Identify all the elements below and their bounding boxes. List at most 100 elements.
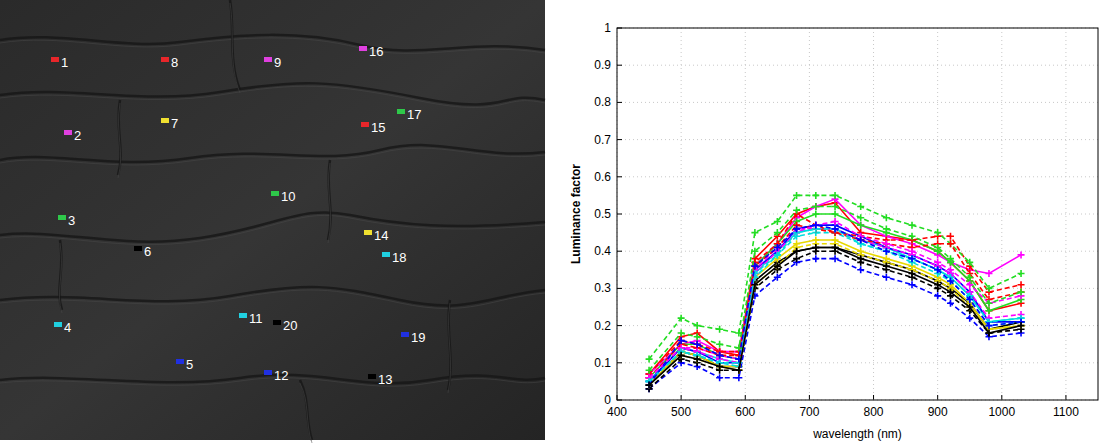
point-marker bbox=[966, 296, 973, 303]
x-tick-label: 500 bbox=[671, 405, 691, 419]
point-marker bbox=[985, 322, 992, 329]
x-tick-label: 700 bbox=[799, 405, 819, 419]
plot-area bbox=[617, 28, 1098, 400]
point-marker bbox=[735, 374, 742, 381]
point-marker bbox=[909, 281, 916, 288]
point-marker bbox=[947, 233, 954, 240]
x-tick-label: 800 bbox=[864, 405, 884, 419]
point-label: 4 bbox=[64, 320, 71, 335]
point-marker bbox=[966, 304, 973, 311]
point-marker bbox=[678, 352, 685, 359]
y-tick-label: 0.5 bbox=[594, 207, 611, 221]
point-label: 19 bbox=[411, 330, 425, 345]
point-marker bbox=[947, 240, 954, 247]
point-marker bbox=[883, 225, 890, 232]
point-marker bbox=[883, 240, 890, 247]
point-marker bbox=[966, 281, 973, 288]
series-line bbox=[649, 240, 1021, 385]
point-marker bbox=[832, 244, 839, 251]
texture bbox=[0, 83, 545, 104]
point-marker bbox=[966, 315, 973, 322]
point-label: 13 bbox=[378, 372, 392, 387]
point-label: 17 bbox=[407, 107, 421, 122]
point-marker bbox=[1018, 270, 1025, 277]
series-line bbox=[649, 247, 1021, 385]
point-marker bbox=[857, 237, 864, 244]
point-marker bbox=[264, 370, 272, 375]
line-chart: 4005006007008009001000110000.10.20.30.40… bbox=[569, 21, 1098, 441]
image-background bbox=[0, 0, 545, 440]
texture bbox=[59, 243, 62, 313]
point-marker bbox=[735, 367, 742, 374]
y-tick-label: 0.6 bbox=[594, 170, 611, 184]
point-marker bbox=[883, 214, 890, 221]
tick bbox=[617, 214, 622, 215]
point-marker bbox=[646, 367, 653, 374]
point-marker bbox=[751, 263, 758, 270]
point-label: 11 bbox=[249, 311, 263, 326]
point-label: 3 bbox=[68, 213, 75, 228]
tick bbox=[617, 139, 622, 140]
image-panel: 1234567891011121314151617181920 bbox=[0, 0, 545, 443]
point-marker bbox=[678, 330, 685, 337]
point-marker bbox=[1018, 281, 1025, 288]
point-marker bbox=[716, 363, 723, 370]
point-marker bbox=[1018, 322, 1025, 329]
tick bbox=[617, 288, 622, 289]
point-label: 8 bbox=[171, 55, 178, 70]
y-tick-label: 0 bbox=[604, 393, 611, 407]
series-line bbox=[649, 207, 1021, 371]
point-marker bbox=[716, 326, 723, 333]
point-marker bbox=[793, 225, 800, 232]
point-label: 5 bbox=[186, 357, 193, 372]
point-marker bbox=[694, 333, 701, 340]
point-marker bbox=[161, 57, 169, 62]
point-marker bbox=[751, 248, 758, 255]
point-marker bbox=[793, 255, 800, 262]
point-marker bbox=[51, 57, 59, 62]
point-marker bbox=[678, 315, 685, 322]
point-marker bbox=[359, 46, 367, 51]
point-marker bbox=[134, 246, 142, 251]
point-marker bbox=[812, 203, 819, 210]
point-marker bbox=[678, 337, 685, 344]
point-label: 6 bbox=[144, 244, 151, 259]
point-marker bbox=[947, 289, 954, 296]
point-marker bbox=[774, 229, 781, 236]
y-tick-label: 1 bbox=[604, 21, 611, 35]
point-marker bbox=[934, 281, 941, 288]
texture bbox=[0, 287, 545, 306]
texture bbox=[230, 3, 240, 93]
texture bbox=[0, 86, 545, 107]
x-tick-label: 1100 bbox=[1053, 405, 1079, 419]
point-marker bbox=[793, 192, 800, 199]
point-marker bbox=[966, 259, 973, 266]
point-label: 2 bbox=[74, 128, 81, 143]
tick bbox=[809, 395, 810, 400]
series-line bbox=[649, 259, 1021, 389]
point-marker bbox=[694, 356, 701, 363]
point-marker bbox=[1018, 289, 1025, 296]
grid-line bbox=[617, 176, 1098, 177]
point-marker bbox=[857, 237, 864, 244]
point-marker bbox=[694, 356, 701, 363]
point-marker bbox=[397, 109, 405, 114]
point-label: 10 bbox=[281, 189, 295, 204]
y-axis-title: Luminance factor bbox=[569, 164, 583, 264]
point-marker bbox=[909, 233, 916, 240]
point-marker bbox=[382, 252, 390, 257]
grid-line bbox=[617, 139, 1098, 140]
point-marker bbox=[812, 211, 819, 218]
point-label: 14 bbox=[374, 228, 388, 243]
grid-line bbox=[617, 65, 1098, 66]
point-marker bbox=[857, 203, 864, 210]
point-marker bbox=[832, 225, 839, 232]
point-marker bbox=[176, 359, 184, 364]
point-marker bbox=[812, 222, 819, 229]
point-marker bbox=[774, 251, 781, 258]
point-marker bbox=[812, 203, 819, 210]
tick bbox=[617, 65, 622, 66]
point-marker bbox=[646, 382, 653, 389]
y-tick-label: 0.3 bbox=[594, 281, 611, 295]
point-marker bbox=[883, 274, 890, 281]
